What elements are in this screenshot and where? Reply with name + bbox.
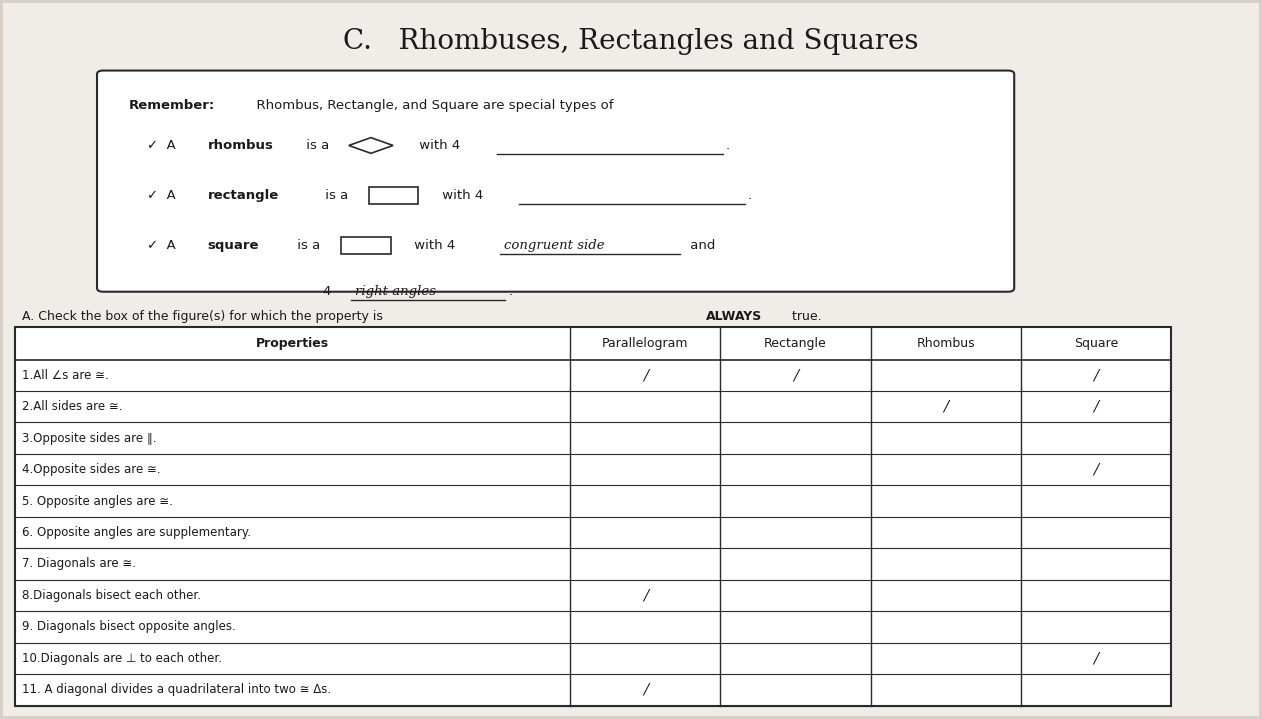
Text: 11. A diagonal divides a quadrilateral into two ≅ Δs.: 11. A diagonal divides a quadrilateral i… bbox=[21, 683, 331, 696]
Text: Square: Square bbox=[1074, 337, 1118, 350]
Text: is a: is a bbox=[302, 139, 329, 152]
Text: is a: is a bbox=[321, 189, 348, 202]
Text: Parallelogram: Parallelogram bbox=[602, 337, 689, 350]
Text: 8.Diagonals bisect each other.: 8.Diagonals bisect each other. bbox=[21, 589, 201, 602]
Text: 10.Diagonals are ⊥ to each other.: 10.Diagonals are ⊥ to each other. bbox=[21, 652, 222, 665]
Text: /: / bbox=[1094, 651, 1099, 665]
Text: ✓  A: ✓ A bbox=[148, 239, 180, 252]
Text: Remember:: Remember: bbox=[129, 99, 215, 112]
Polygon shape bbox=[348, 137, 392, 153]
Text: ALWAYS: ALWAYS bbox=[707, 310, 762, 323]
Text: with 4: with 4 bbox=[410, 239, 459, 252]
Text: true.: true. bbox=[787, 310, 822, 323]
Text: is a: is a bbox=[293, 239, 321, 252]
Text: square: square bbox=[207, 239, 259, 252]
Text: congruent side: congruent side bbox=[504, 239, 604, 252]
Bar bbox=[15, 327, 1171, 705]
Text: 3.Opposite sides are ∥.: 3.Opposite sides are ∥. bbox=[21, 431, 156, 444]
Text: right angles: right angles bbox=[355, 285, 435, 298]
Text: 2.All sides are ≅.: 2.All sides are ≅. bbox=[21, 400, 122, 413]
Text: ✓  A: ✓ A bbox=[148, 189, 180, 202]
Polygon shape bbox=[369, 187, 419, 204]
Text: 7. Diagonals are ≅.: 7. Diagonals are ≅. bbox=[21, 557, 135, 570]
Text: /: / bbox=[642, 368, 647, 383]
Text: A. Check the box of the figure(s) for which the property is: A. Check the box of the figure(s) for wh… bbox=[21, 310, 386, 323]
Text: and: and bbox=[687, 239, 716, 252]
FancyBboxPatch shape bbox=[97, 70, 1015, 292]
Text: /: / bbox=[1094, 400, 1099, 413]
Text: /: / bbox=[1094, 462, 1099, 477]
Text: Rhombus: Rhombus bbox=[916, 337, 976, 350]
Text: 5. Opposite angles are ≅.: 5. Opposite angles are ≅. bbox=[21, 495, 173, 508]
Text: Rectangle: Rectangle bbox=[765, 337, 827, 350]
Text: C.   Rhombuses, Rectangles and Squares: C. Rhombuses, Rectangles and Squares bbox=[343, 28, 919, 55]
Text: 6. Opposite angles are supplementary.: 6. Opposite angles are supplementary. bbox=[21, 526, 251, 539]
Text: 4: 4 bbox=[323, 285, 336, 298]
Text: /: / bbox=[642, 683, 647, 697]
Text: Properties: Properties bbox=[256, 337, 329, 350]
Text: 4.Opposite sides are ≅.: 4.Opposite sides are ≅. bbox=[21, 463, 160, 476]
Text: 1.All ∠s are ≅.: 1.All ∠s are ≅. bbox=[21, 369, 109, 382]
Text: /: / bbox=[642, 588, 647, 603]
Text: Rhombus, Rectangle, and Square are special types of: Rhombus, Rectangle, and Square are speci… bbox=[247, 99, 613, 112]
FancyBboxPatch shape bbox=[3, 3, 1259, 716]
Text: .: . bbox=[509, 285, 514, 298]
Text: ✓  A: ✓ A bbox=[148, 139, 180, 152]
Text: /: / bbox=[793, 368, 798, 383]
Text: .: . bbox=[748, 189, 752, 202]
Polygon shape bbox=[341, 237, 391, 254]
Text: with 4: with 4 bbox=[438, 189, 483, 202]
Text: rhombus: rhombus bbox=[207, 139, 274, 152]
Text: .: . bbox=[726, 139, 729, 152]
Text: 9. Diagonals bisect opposite angles.: 9. Diagonals bisect opposite angles. bbox=[21, 620, 236, 633]
Text: rectangle: rectangle bbox=[207, 189, 279, 202]
Text: /: / bbox=[943, 400, 949, 413]
Text: with 4: with 4 bbox=[415, 139, 461, 152]
Text: /: / bbox=[1094, 368, 1099, 383]
